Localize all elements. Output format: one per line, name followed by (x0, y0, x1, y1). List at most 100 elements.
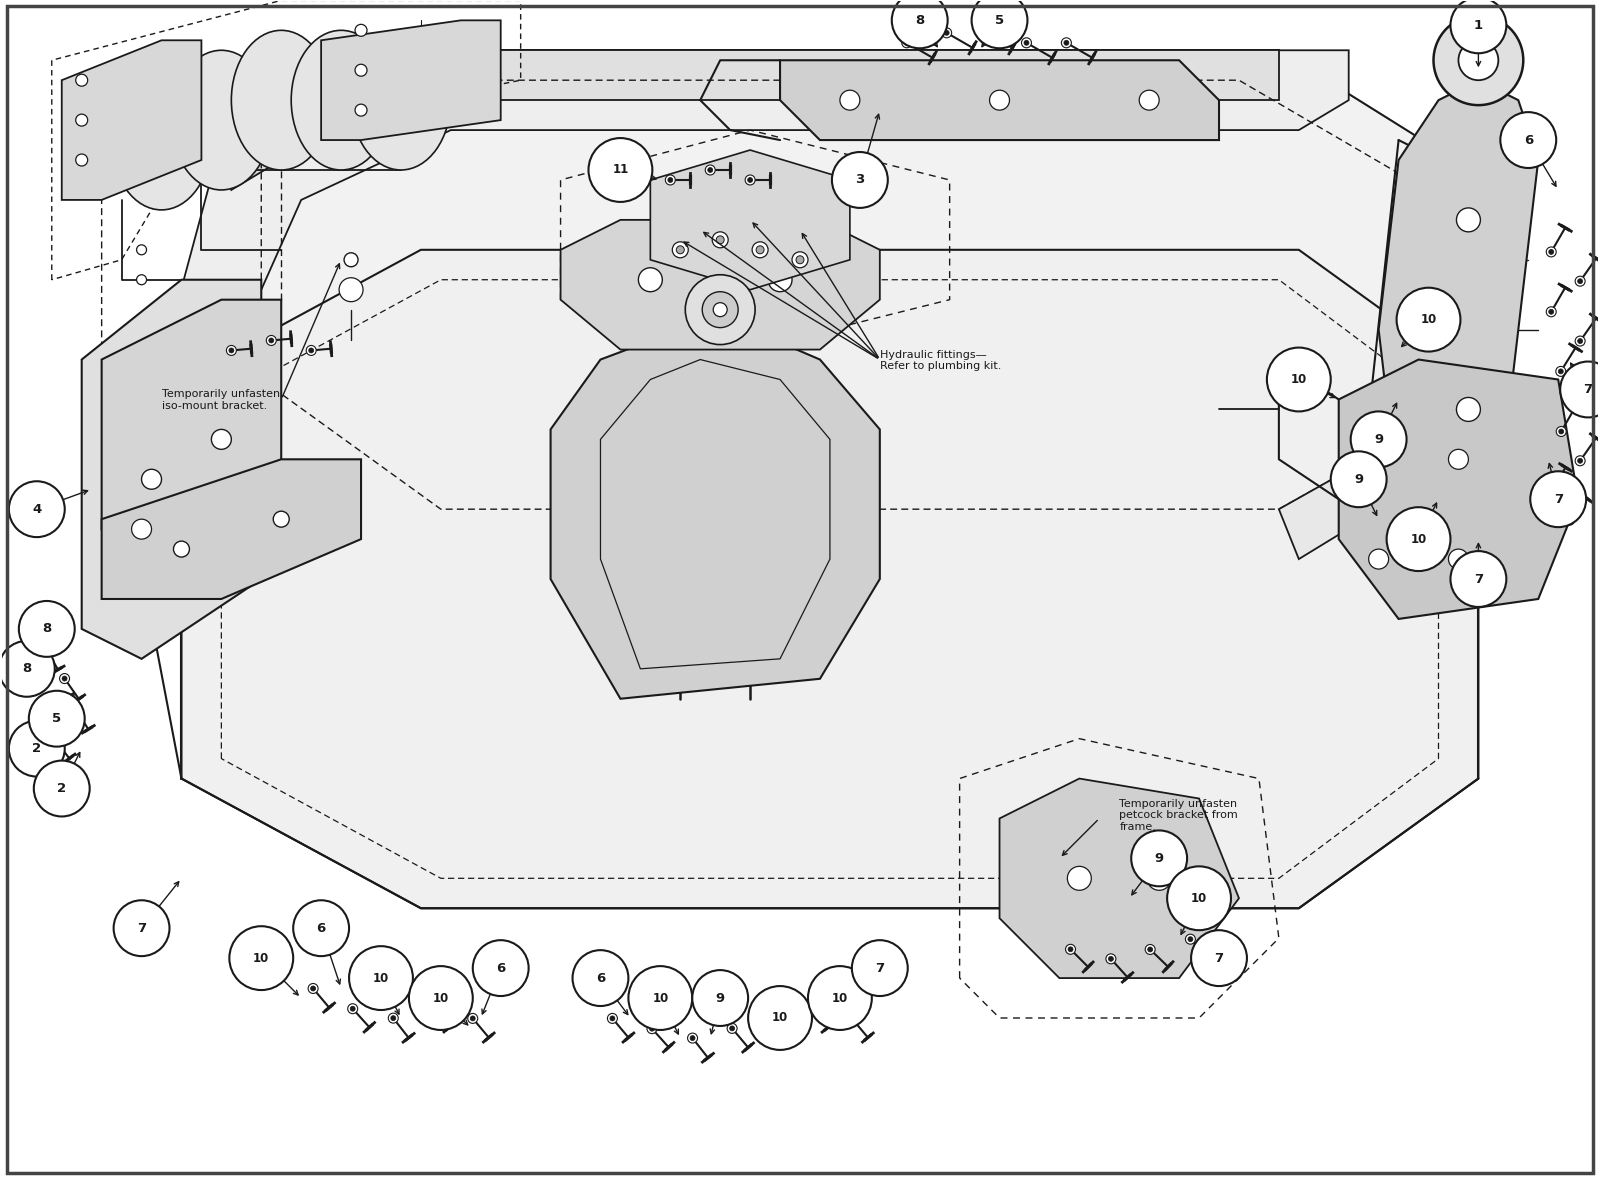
Circle shape (226, 345, 237, 355)
Ellipse shape (112, 71, 211, 210)
Circle shape (573, 950, 629, 1006)
Circle shape (1368, 449, 1389, 469)
Circle shape (467, 1014, 478, 1023)
Text: 9: 9 (1155, 852, 1163, 865)
Circle shape (229, 348, 234, 353)
Text: 10: 10 (653, 992, 669, 1005)
Circle shape (70, 703, 80, 713)
Text: 10: 10 (432, 992, 450, 1005)
Circle shape (75, 74, 88, 86)
Circle shape (339, 278, 363, 302)
Circle shape (75, 154, 88, 166)
Circle shape (34, 760, 90, 817)
Circle shape (1555, 367, 1566, 376)
Circle shape (646, 1023, 658, 1034)
Circle shape (355, 64, 366, 77)
Circle shape (904, 40, 909, 45)
Circle shape (797, 256, 803, 264)
Circle shape (942, 28, 952, 38)
Circle shape (472, 940, 528, 996)
Circle shape (891, 0, 947, 48)
Text: 10: 10 (832, 992, 848, 1005)
Text: 10: 10 (1291, 373, 1307, 386)
Circle shape (410, 966, 472, 1030)
Circle shape (136, 275, 147, 284)
Polygon shape (781, 60, 1219, 140)
Circle shape (638, 268, 662, 291)
Circle shape (347, 1003, 358, 1014)
Circle shape (1350, 411, 1406, 467)
Text: Temporarily unfasten
iso-mount bracket.: Temporarily unfasten iso-mount bracket. (162, 389, 280, 411)
Polygon shape (560, 219, 880, 349)
Circle shape (1546, 486, 1555, 496)
Circle shape (747, 178, 752, 183)
Circle shape (1166, 867, 1230, 930)
Circle shape (1448, 449, 1469, 469)
Circle shape (666, 174, 675, 185)
Circle shape (1021, 38, 1032, 48)
Text: 7: 7 (1474, 573, 1483, 586)
Text: 3: 3 (856, 173, 864, 186)
Circle shape (726, 1023, 738, 1033)
Circle shape (1024, 40, 1029, 45)
Circle shape (589, 138, 653, 202)
Circle shape (19, 601, 75, 657)
Circle shape (43, 646, 48, 651)
Polygon shape (102, 460, 362, 599)
Text: Temporarily unfasten
petcock bracket from
frame.: Temporarily unfasten petcock bracket fro… (1120, 798, 1238, 831)
Circle shape (971, 0, 1027, 48)
Circle shape (629, 966, 693, 1030)
Circle shape (309, 983, 318, 994)
Circle shape (51, 737, 56, 742)
Circle shape (470, 1016, 475, 1021)
Circle shape (768, 268, 792, 291)
Circle shape (1387, 507, 1451, 571)
Circle shape (1546, 307, 1557, 317)
Circle shape (685, 275, 755, 344)
Circle shape (1397, 288, 1461, 351)
Text: 7: 7 (1554, 493, 1563, 506)
Circle shape (850, 1016, 854, 1021)
Circle shape (690, 1035, 694, 1041)
Polygon shape (202, 51, 1518, 559)
Polygon shape (1278, 200, 1518, 559)
Circle shape (1434, 15, 1523, 105)
Circle shape (981, 28, 992, 38)
Circle shape (810, 1006, 814, 1010)
Circle shape (1267, 348, 1331, 411)
Circle shape (702, 291, 738, 328)
Circle shape (1549, 488, 1554, 494)
Text: 2: 2 (58, 782, 66, 795)
Text: 6: 6 (317, 922, 326, 935)
Text: 10: 10 (253, 951, 269, 964)
Text: 6: 6 (1523, 133, 1533, 146)
Text: 8: 8 (915, 14, 925, 27)
Circle shape (1187, 936, 1194, 942)
Circle shape (50, 733, 59, 744)
Circle shape (1061, 38, 1072, 48)
Circle shape (1574, 395, 1584, 406)
Circle shape (390, 1015, 395, 1021)
Circle shape (1546, 246, 1557, 257)
Text: 5: 5 (53, 712, 61, 725)
Ellipse shape (171, 51, 272, 190)
Polygon shape (1379, 80, 1538, 539)
Polygon shape (181, 250, 1478, 908)
Circle shape (141, 469, 162, 489)
Circle shape (610, 1016, 614, 1021)
Circle shape (1558, 429, 1563, 434)
Text: 7: 7 (1214, 951, 1224, 964)
Circle shape (693, 970, 749, 1026)
Circle shape (1574, 336, 1586, 347)
Text: 2: 2 (32, 742, 42, 755)
Text: 1: 1 (1474, 19, 1483, 32)
Circle shape (1530, 472, 1586, 527)
Circle shape (1578, 399, 1582, 403)
Circle shape (808, 966, 872, 1030)
Circle shape (1459, 40, 1498, 80)
Circle shape (808, 1003, 818, 1013)
Circle shape (608, 1014, 618, 1023)
Circle shape (688, 1033, 698, 1043)
Circle shape (650, 1026, 654, 1032)
Text: 7: 7 (1584, 383, 1592, 396)
